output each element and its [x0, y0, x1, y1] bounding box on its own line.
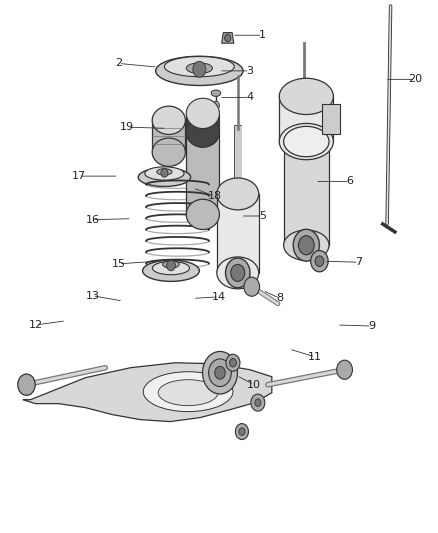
Circle shape	[293, 229, 319, 261]
Ellipse shape	[152, 262, 190, 274]
Circle shape	[230, 359, 237, 367]
FancyBboxPatch shape	[186, 132, 219, 214]
Ellipse shape	[145, 167, 184, 180]
Circle shape	[231, 264, 245, 281]
Text: 4: 4	[246, 92, 253, 102]
Circle shape	[251, 394, 265, 411]
Circle shape	[311, 251, 328, 272]
Text: 18: 18	[208, 191, 222, 201]
Circle shape	[225, 34, 231, 42]
Text: 2: 2	[115, 59, 122, 68]
FancyBboxPatch shape	[279, 96, 333, 142]
FancyBboxPatch shape	[186, 114, 219, 132]
Circle shape	[239, 428, 245, 435]
Circle shape	[215, 366, 225, 379]
Ellipse shape	[164, 56, 234, 77]
Ellipse shape	[152, 106, 185, 134]
Text: 20: 20	[408, 75, 423, 84]
Ellipse shape	[162, 261, 179, 268]
Polygon shape	[23, 363, 272, 422]
Ellipse shape	[143, 260, 199, 281]
Circle shape	[255, 399, 261, 406]
Ellipse shape	[143, 372, 233, 411]
Ellipse shape	[186, 117, 219, 147]
Circle shape	[212, 101, 219, 110]
Polygon shape	[222, 33, 234, 43]
Circle shape	[226, 258, 250, 288]
Text: 7: 7	[355, 257, 362, 267]
FancyBboxPatch shape	[322, 104, 340, 134]
Ellipse shape	[211, 90, 221, 96]
Circle shape	[337, 360, 353, 379]
Ellipse shape	[186, 63, 212, 74]
Circle shape	[235, 424, 248, 440]
FancyBboxPatch shape	[217, 194, 259, 273]
Ellipse shape	[217, 178, 259, 210]
Ellipse shape	[284, 230, 329, 261]
Circle shape	[193, 61, 206, 77]
Circle shape	[298, 236, 314, 255]
Circle shape	[161, 168, 168, 177]
Circle shape	[18, 374, 35, 395]
Text: 19: 19	[120, 122, 134, 132]
Circle shape	[202, 351, 237, 394]
Ellipse shape	[158, 379, 218, 406]
FancyBboxPatch shape	[284, 142, 329, 245]
Text: 16: 16	[85, 215, 99, 225]
Text: 1: 1	[259, 30, 266, 41]
Text: 5: 5	[259, 211, 266, 221]
Ellipse shape	[284, 126, 329, 157]
Ellipse shape	[152, 138, 185, 166]
Ellipse shape	[186, 98, 219, 128]
Text: 6: 6	[346, 176, 353, 187]
Text: 15: 15	[112, 259, 126, 269]
Ellipse shape	[279, 124, 333, 160]
Circle shape	[315, 256, 324, 266]
Text: 11: 11	[308, 352, 322, 362]
Ellipse shape	[186, 117, 219, 147]
Text: 3: 3	[246, 66, 253, 76]
Ellipse shape	[217, 257, 259, 289]
Circle shape	[166, 260, 175, 271]
Text: 8: 8	[276, 293, 284, 303]
Text: 14: 14	[212, 292, 226, 302]
Ellipse shape	[157, 168, 172, 175]
Text: 10: 10	[247, 379, 261, 390]
Ellipse shape	[138, 168, 191, 187]
Ellipse shape	[279, 78, 333, 115]
Circle shape	[226, 354, 240, 372]
Ellipse shape	[186, 199, 219, 230]
Text: 9: 9	[368, 321, 375, 331]
Text: 13: 13	[85, 290, 99, 301]
Text: 17: 17	[72, 171, 86, 181]
FancyBboxPatch shape	[152, 120, 185, 152]
Text: 12: 12	[28, 320, 42, 330]
Circle shape	[208, 359, 231, 386]
Ellipse shape	[155, 56, 243, 85]
Circle shape	[244, 277, 260, 296]
